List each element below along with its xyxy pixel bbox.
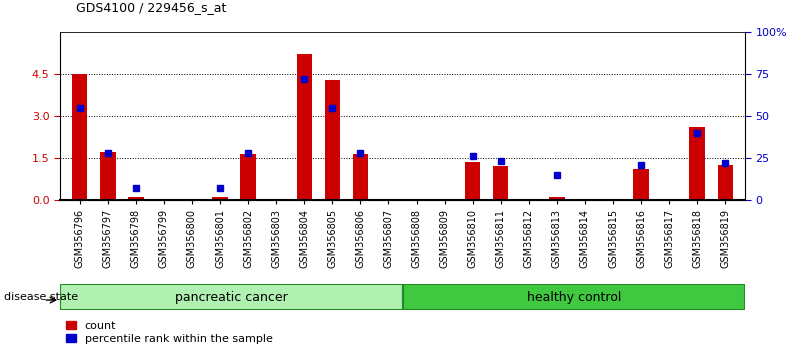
Legend: count, percentile rank within the sample: count, percentile rank within the sample xyxy=(66,321,272,344)
Text: healthy control: healthy control xyxy=(526,291,621,303)
Bar xyxy=(240,154,256,200)
Bar xyxy=(296,54,312,200)
Text: disease state: disease state xyxy=(4,292,78,302)
Bar xyxy=(60,284,402,310)
Bar xyxy=(72,74,87,200)
Bar xyxy=(690,127,705,200)
Bar xyxy=(324,80,340,200)
Bar xyxy=(549,197,565,200)
Bar xyxy=(100,152,115,200)
Bar xyxy=(212,197,227,200)
Bar xyxy=(352,154,368,200)
Text: pancreatic cancer: pancreatic cancer xyxy=(175,291,288,303)
Bar xyxy=(465,162,481,200)
Bar xyxy=(493,166,509,200)
Bar xyxy=(718,165,733,200)
Bar xyxy=(402,284,745,310)
Bar xyxy=(128,197,143,200)
Text: GDS4100 / 229456_s_at: GDS4100 / 229456_s_at xyxy=(76,1,227,14)
Bar xyxy=(634,169,649,200)
